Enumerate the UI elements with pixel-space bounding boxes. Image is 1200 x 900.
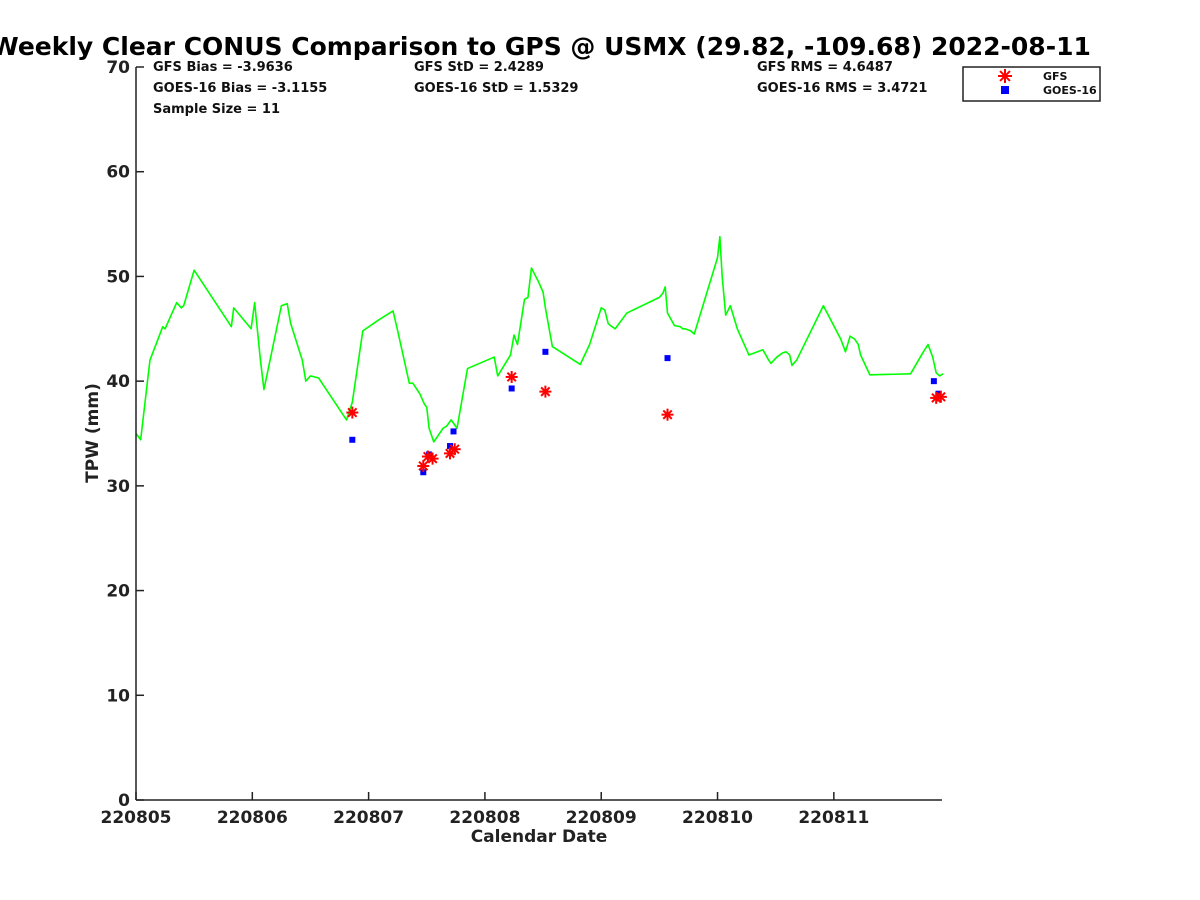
gfs-point [417,459,430,472]
gfs-point [505,370,518,383]
stat-text: GFS Bias = -3.9636 [153,60,293,75]
x-tick-label: 220810 [682,808,753,828]
x-tick-label: 220808 [449,808,520,828]
x-tick-label: 220809 [566,808,637,828]
gfs-point [448,443,461,456]
stat-text: GFS StD = 2.4289 [414,60,544,75]
x-tick-label: 220807 [333,808,404,828]
goes16-point [664,355,671,362]
goes16-point [447,443,454,450]
y-tick-label: 0 [118,791,130,811]
x-tick-label: 220805 [101,808,172,828]
y-tick-label: 60 [106,163,130,183]
y-axis-label: TPW (mm) [83,383,103,483]
y-tick-label: 40 [106,372,130,392]
x-tick-label: 220811 [798,808,869,828]
legend-gfs-marker [998,69,1012,83]
legend-goes16-marker [1001,86,1009,94]
goes16-point [420,469,427,476]
stat-text: GOES-16 RMS = 3.4721 [757,81,927,96]
legend-label: GFS [1043,70,1068,83]
x-axis-ticks: 220805 220806 220807 220808 220809 220810 2208… [101,792,869,828]
goes16-point [542,348,549,355]
statistics-annotations: GFS Bias = -3.9636 GOES-16 Bias = -3.1155… [153,60,927,117]
y-tick-label: 10 [106,686,130,706]
y-tick-label: 50 [106,267,130,287]
x-tick-label: 220806 [217,808,288,828]
gfs-point [346,406,359,419]
legend-label: GOES-16 [1043,84,1097,97]
stat-text: GFS RMS = 4.6487 [757,60,893,75]
gfs-point [934,390,947,403]
stat-text: GOES-16 StD = 1.5329 [414,81,578,96]
stat-text: Sample Size = 11 [153,102,280,117]
x-axis-label: Calendar Date [471,827,608,847]
gfs-point [539,385,552,398]
legend-box [962,66,1101,102]
stat-text: GOES-16 Bias = -3.1155 [153,81,327,96]
y-axis-ticks: 0 10 20 30 40 50 60 70 [106,58,144,811]
goes16-point [450,428,457,435]
gps-series-line [135,235,944,443]
chart-title: Weekly Clear CONUS Comparison to GPS @ U… [0,32,1091,61]
goes16-point [508,385,515,392]
gfs-point [426,452,439,465]
y-tick-label: 30 [106,477,130,497]
gfs-point [661,408,674,421]
plot-area [135,235,947,476]
goes16-point [349,436,356,443]
y-tick-label: 20 [106,582,130,602]
y-tick-label: 70 [106,58,130,78]
goes16-point [930,378,937,385]
